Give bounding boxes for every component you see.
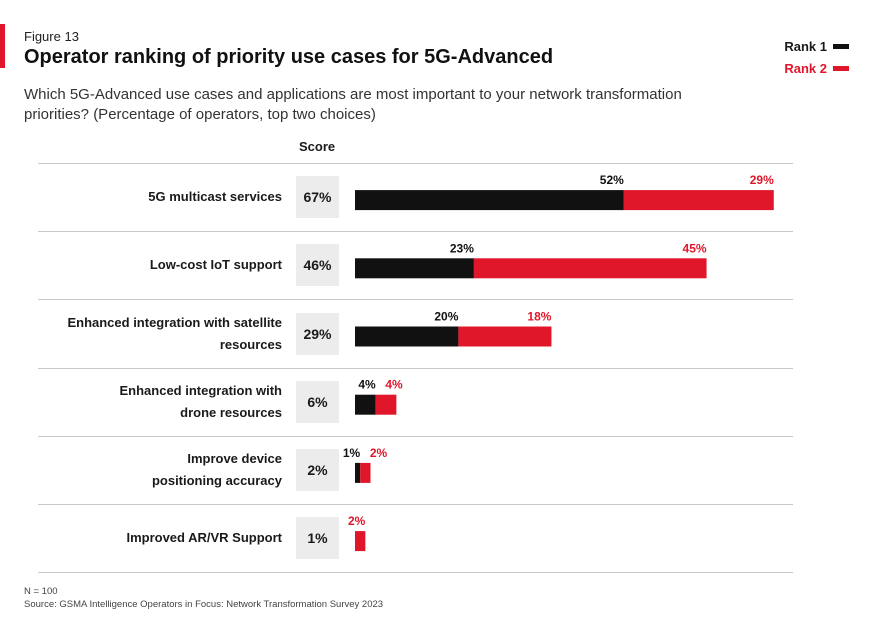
row-divider-4: [38, 435, 793, 437]
bar-rank-2-0: [623, 190, 774, 211]
bar-rank-1-1: [355, 258, 474, 279]
category-label-line: positioning accuracy: [151, 472, 282, 488]
legend-item-rank-1: Rank 1: [784, 35, 849, 57]
value-label-rank-2-4: 2%: [370, 446, 388, 460]
score-box-5: 1%: [296, 517, 339, 560]
category-label-line: Low-cost IoT support: [149, 257, 282, 273]
value-label-rank-2-2: 18%: [527, 310, 551, 324]
category-label-3: Enhanced integration with drone resources: [22, 380, 282, 424]
legend-label-rank-1: Rank 1: [784, 38, 827, 54]
row-divider-5: [38, 504, 793, 505]
category-label-line: resources: [219, 336, 282, 352]
row-divider-1: [38, 231, 793, 233]
chart-title: Operator ranking of priority use cases f…: [24, 46, 554, 68]
score-box-4: 2%: [296, 448, 339, 491]
category-label-line: Enhanced integration with: [119, 382, 282, 398]
value-label-rank-2-1: 45%: [683, 241, 707, 255]
footnote-source: Source: GSMA Intelligence Operators in F…: [24, 599, 384, 610]
value-label-rank-1-4: 1%: [343, 446, 361, 460]
category-label-5: Improved AR/VR Support: [22, 527, 282, 549]
category-label-1: Low-cost IoT support: [22, 254, 282, 276]
category-label-0: 5G multicast services: [22, 186, 282, 208]
bar-rank-1-3: [355, 394, 376, 415]
legend-label-rank-2: Rank 2: [784, 60, 827, 76]
score-header: Score: [299, 139, 336, 154]
bar-rank-2-2: [458, 326, 552, 347]
category-label-line: Enhanced integration with satellite: [67, 314, 282, 330]
footnote-n: N = 100: [24, 586, 58, 597]
value-label-rank-2-3: 4%: [385, 378, 403, 392]
value-label-rank-1-2: 20%: [434, 310, 458, 324]
legend-swatch-rank-1: [833, 43, 849, 49]
figure-label: Figure 13: [24, 29, 79, 44]
accent-bar: [0, 24, 5, 68]
legend: Rank 1 Rank 2: [784, 35, 849, 79]
value-label-rank-1-3: 4%: [358, 378, 376, 392]
bar-rank-2-4: [360, 462, 371, 483]
legend-swatch-rank-2: [833, 65, 849, 71]
chart-subtitle: Which 5G-Advanced use cases and applicat…: [24, 86, 682, 123]
bar-rank-2-5: [355, 531, 366, 552]
bar-rank-2-3: [375, 394, 397, 415]
category-label-line: 5G multicast services: [148, 189, 282, 205]
category-label-2: Enhanced integration with satellite resou…: [22, 312, 282, 356]
value-label-rank-2-5: 2%: [348, 514, 366, 528]
row-divider-6: [38, 572, 793, 574]
bar-rank-2-1: [473, 258, 707, 279]
bar-rank-1-4: [355, 462, 361, 483]
value-label-rank-2-0: 29%: [750, 173, 774, 187]
value-label-rank-1-0: 52%: [600, 173, 624, 187]
row-divider-3: [38, 367, 793, 369]
category-label-line: Improve device: [187, 450, 282, 466]
score-box-0: 67%: [296, 176, 339, 219]
score-box-2: 29%: [296, 312, 339, 355]
bar-rank-1-0: [355, 190, 624, 211]
category-label-line: Improved AR/VR Support: [126, 530, 282, 546]
row-divider-2: [38, 299, 793, 301]
bar-rank-1-2: [355, 326, 459, 347]
category-label-4: Improve device positioning accuracy: [22, 448, 282, 492]
category-label-line: drone resources: [180, 404, 282, 420]
score-box-1: 46%: [296, 244, 339, 287]
row-divider-0: [38, 163, 793, 164]
score-box-3: 6%: [296, 380, 339, 423]
value-label-rank-1-1: 23%: [450, 241, 474, 255]
legend-item-rank-2: Rank 2: [784, 57, 849, 79]
